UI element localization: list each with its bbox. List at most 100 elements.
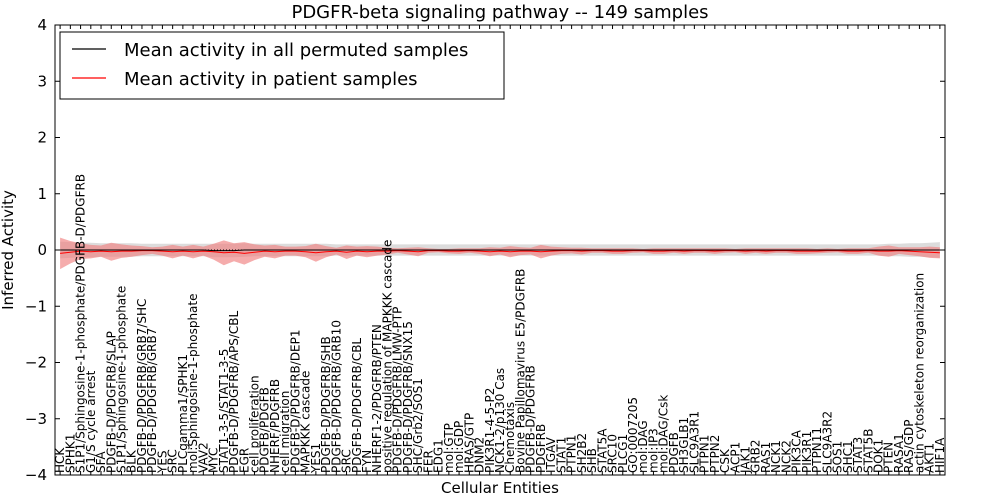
entity-label: PDGFB/PDGFB — [258, 387, 272, 473]
x-axis-ticks — [59, 25, 941, 475]
entity-label: PDGFB-D/PDGFRB/LMW-PTP — [391, 307, 405, 473]
y-tick-label: −3 — [25, 410, 47, 428]
entity-label: FYN — [360, 450, 374, 473]
entity-label: SHB — [585, 448, 599, 473]
y-axis-title: Inferred Activity — [0, 190, 17, 310]
legend-box — [59, 31, 505, 100]
entity-label: actin cytoskeleton reorganization — [912, 273, 926, 473]
entity-label: PDGFB-D/PDGFRB/SHB — [319, 336, 333, 473]
entity-labels: HCKSPHK1S1P1/Sphingosine-1-phosphate/PDG… — [53, 174, 947, 474]
entity-label: Bovine Papillomavirus E5/PDGFRB — [514, 269, 528, 473]
entity-label: PLCG1 — [616, 434, 630, 473]
entity-label: BLK — [125, 449, 139, 473]
entity-label: G1/S cycle arrest — [84, 370, 98, 473]
entity-label: HRAS/GTP — [462, 413, 476, 473]
entity-label: NHERF/PDGFRB — [268, 379, 282, 473]
entity-label: SOS1 — [831, 441, 845, 473]
entity-label: MAPKKK cascade — [299, 371, 313, 473]
y-axis-ticks: −4 −3 −2 −1 0 1 2 3 4 — [25, 16, 945, 484]
entity-label: RASA1 — [892, 433, 906, 473]
entity-label: YES1 — [309, 443, 323, 474]
entity-label: STAT5B — [861, 429, 875, 474]
entity-label: PIK3CA — [790, 429, 804, 473]
entity-label: SRC — [166, 449, 180, 473]
entity-label: PDGFB-D/PDGFRB/APS/CBL — [227, 310, 241, 473]
y-tick-label: 0 — [37, 241, 47, 259]
entity-label: ITGAV — [544, 436, 558, 473]
entity-label: RAS1 — [759, 442, 773, 473]
entity-label: PDGFB-D/PDGFRB/SLAP — [104, 331, 118, 473]
entity-label: HIF1A — [933, 437, 947, 473]
entity-label: PDGFRB — [534, 424, 548, 473]
entity-label: GRB2 — [749, 439, 763, 473]
entity-label: positive regulation of MAPKKK cascade — [381, 240, 395, 473]
entity-label: NHERF1-2/PDGFRB/PTEN — [370, 324, 384, 473]
patient-band — [60, 237, 940, 270]
entity-label: STAT1-3-5/STAT1-3-5 — [217, 349, 231, 473]
entity-label: PDGFB-D/PDGFRB/DEP1 — [288, 329, 302, 473]
y-tick-label: 2 — [37, 129, 47, 147]
entity-label: PDGFB-D/PDGFRB — [524, 365, 538, 473]
entity-label: SLC9A3R2 — [820, 411, 834, 473]
entity-label: PTPN1 — [565, 435, 579, 473]
y-tick-label: 3 — [37, 72, 47, 90]
entity-label: SPHK1 — [63, 434, 77, 473]
y-tick-label: 4 — [37, 16, 47, 34]
x-axis-title: Cellular Entities — [441, 479, 559, 497]
entity-label: mol:DAG — [636, 420, 650, 473]
entity-label: PTPN2 — [708, 435, 722, 473]
entity-label: DNM2 — [473, 437, 487, 473]
entity-label: PIK3R1-4-5-P2 — [483, 388, 497, 473]
entity-label: S1P1/Sphingosine-1-phosphate/PDGFB-D/PDG… — [74, 174, 88, 473]
entity-label: FER — [421, 450, 435, 473]
activity-bands — [60, 237, 940, 270]
entity-label: PIK3R1 — [800, 431, 814, 473]
entity-label: PDGFB-D/PDGFRB/GRB7/SHC — [135, 299, 149, 473]
y-tick-label: 1 — [37, 185, 47, 203]
entity-label: PDGFB-D/PDGFRB/SNX15 — [401, 321, 415, 473]
entity-label: JAK1 — [739, 446, 753, 474]
plot-frame — [54, 24, 946, 476]
entity-label: ACP1 — [728, 442, 742, 473]
entity-label: CSK — [718, 448, 732, 473]
entity-label: S1P1/Sphingosine-1-phosphate — [115, 286, 129, 473]
entity-label: SLC9A3R1 — [687, 411, 701, 473]
entity-label: PTEN — [882, 442, 896, 473]
entity-label: PDGFB-D/PDGFRB/GRB10 — [329, 320, 343, 473]
activity-lines — [55, 249, 945, 254]
entity-label: DOK1 — [872, 439, 886, 473]
entity-label: NCK1 — [769, 440, 783, 473]
entity-label: Chemotaxis — [503, 402, 517, 473]
y-tick-label: −2 — [25, 354, 47, 372]
y-tick-label: −1 — [25, 297, 47, 315]
entity-label: cell proliferation — [248, 375, 262, 473]
entity-label: MYC — [207, 448, 221, 473]
entity-label: VAV2 — [196, 442, 210, 473]
entity-label: mol:IP3 — [646, 428, 660, 473]
entity-label: PTPN1 — [698, 435, 712, 473]
entity-label: AKT1 — [923, 443, 937, 473]
entity-label: YES — [155, 450, 169, 474]
entity-label: mol:Sphingosine-1-phosphate — [186, 294, 200, 474]
entity-label: STAT1 — [554, 437, 568, 473]
entity-label: PTPN11 — [810, 427, 824, 473]
entity-label: RAS/GDP — [902, 420, 916, 474]
entity-label: SHC/Grb2/SOS1 — [411, 378, 425, 473]
entity-label: SHC1 — [841, 440, 855, 473]
entity-label: SFA — [94, 451, 108, 473]
entity-label: mol:DAG/Csk — [657, 395, 671, 473]
entity-label: mol:GTP — [442, 423, 456, 473]
y-tick-label: −4 — [25, 466, 47, 484]
entity-label: EGR — [237, 448, 251, 473]
entity-label: PDGFB-D/PDGFRB/GRB7 — [145, 328, 159, 473]
chart-title: PDGFR-beta signaling pathway -- 149 samp… — [291, 2, 708, 23]
series-line-permuted — [60, 249, 940, 252]
entity-label: HCK — [53, 447, 67, 473]
series-line-patient — [60, 250, 940, 254]
entity-label: PDGFB-D/PDGFRB/CBL — [350, 338, 364, 473]
legend-label-permuted: Mean activity in all permuted samples — [124, 40, 468, 61]
entity-label: cell migration — [278, 391, 292, 473]
entity-label: GO:0007205 — [626, 397, 640, 473]
